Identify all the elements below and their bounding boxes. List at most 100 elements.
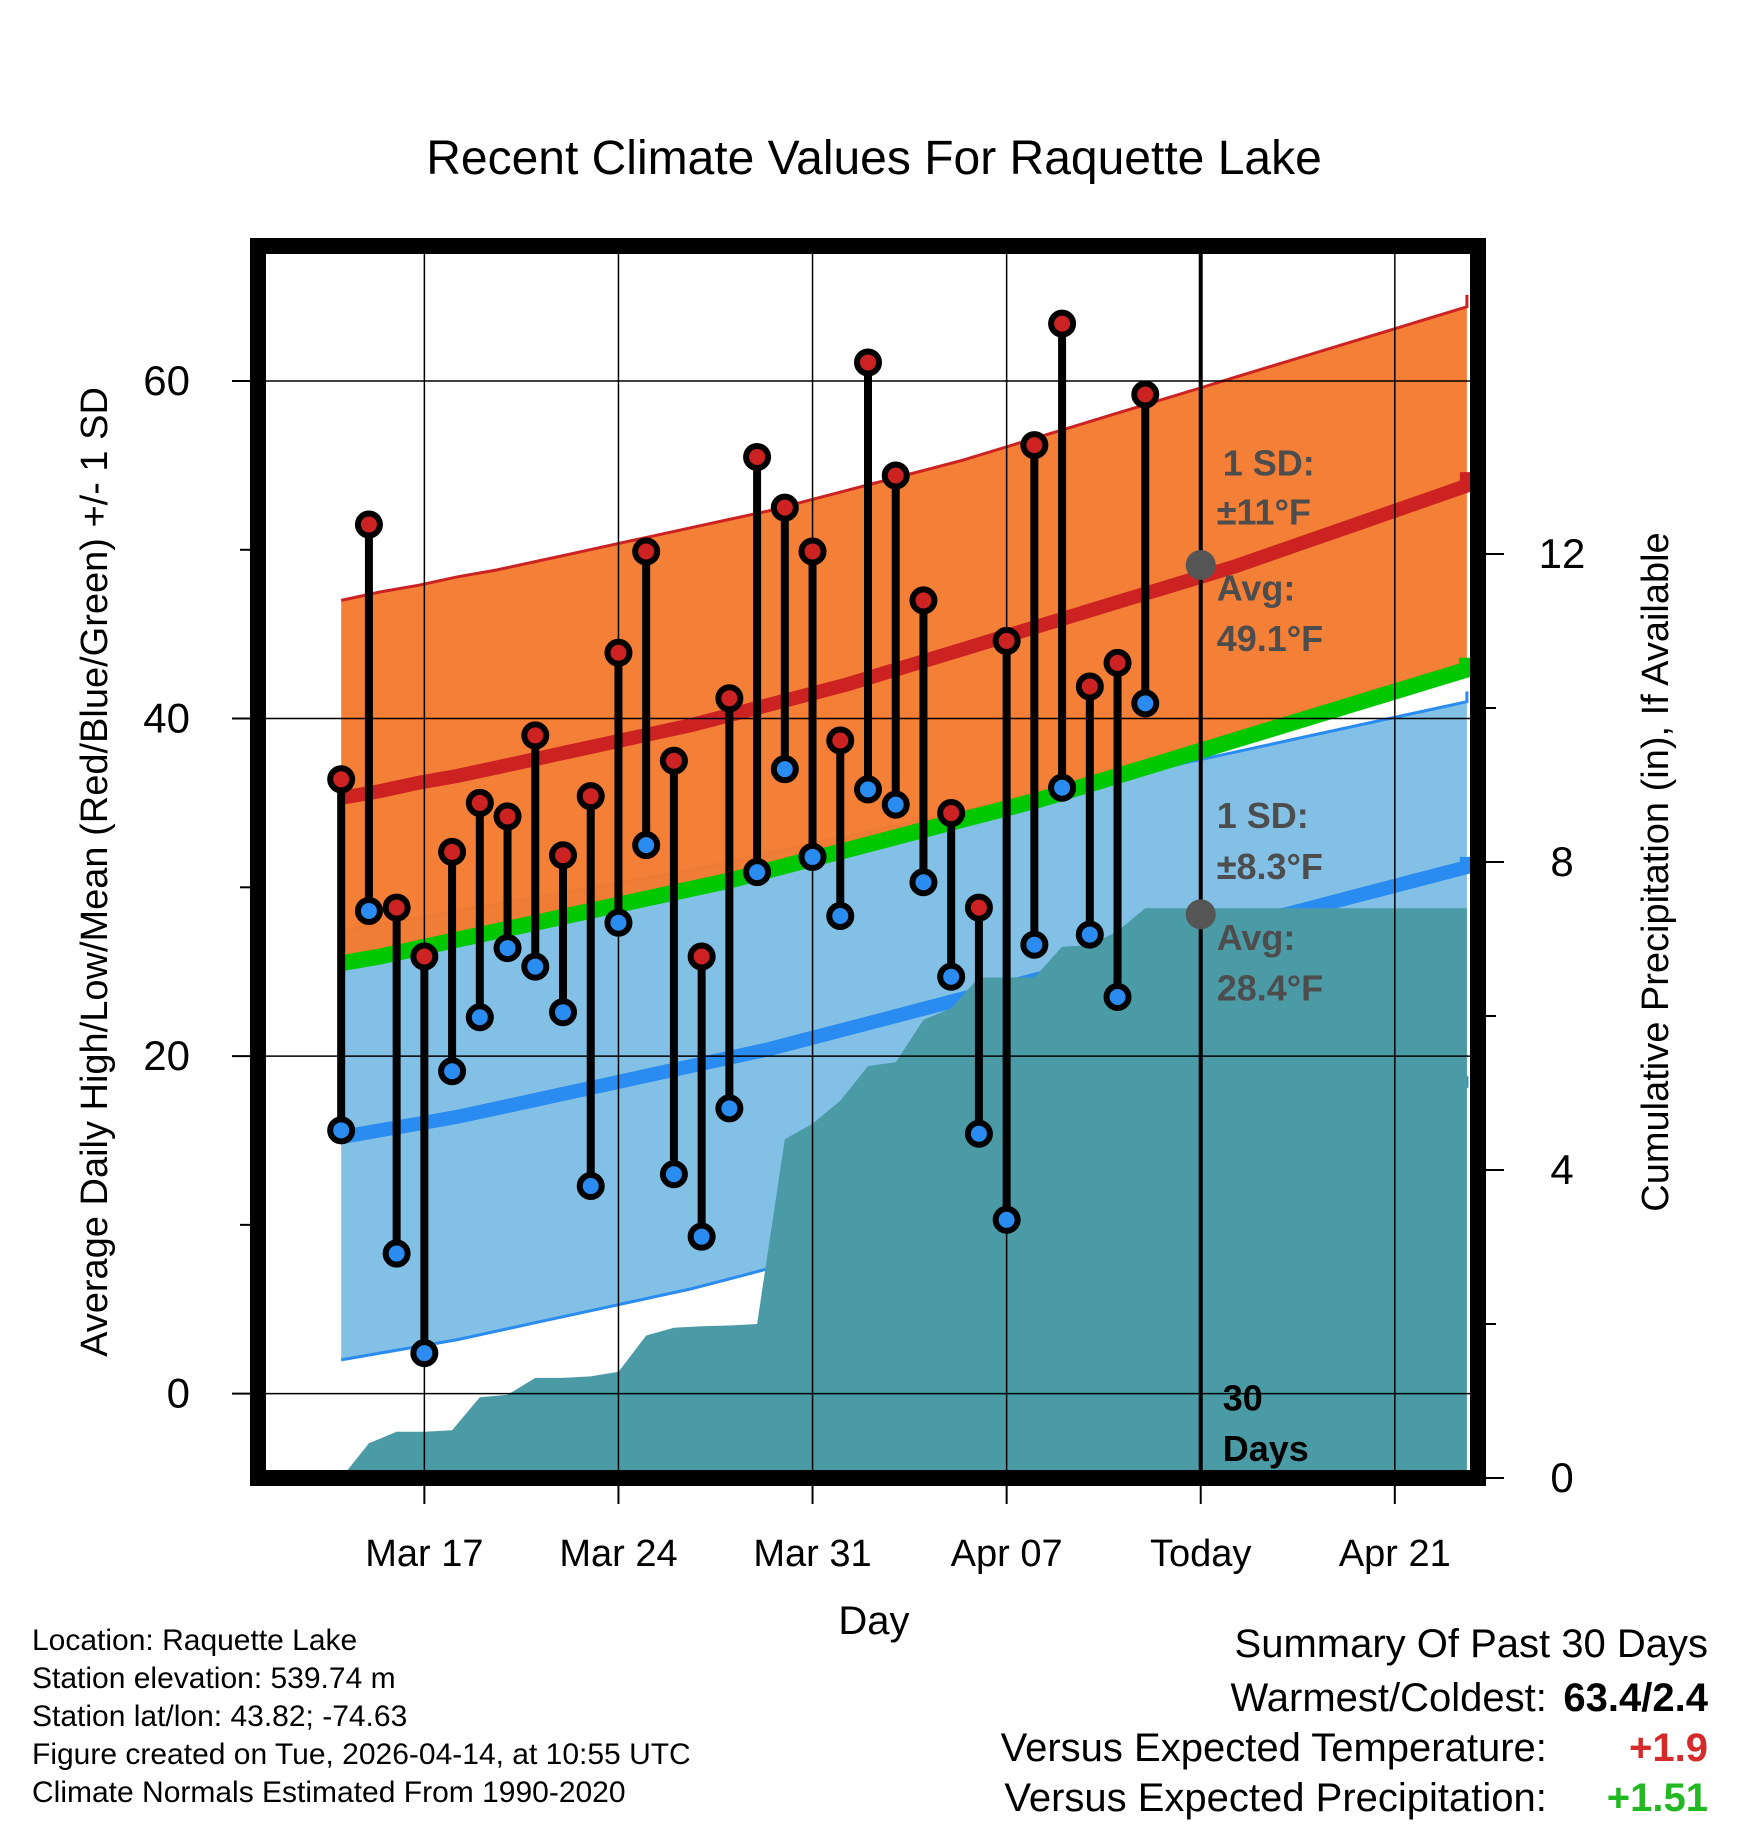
- daily-low-point: [549, 998, 577, 1027]
- daily-high-point: [549, 841, 577, 870]
- daily-high-point: [521, 721, 550, 750]
- daily-low-point: [438, 1057, 467, 1086]
- daily-low-point: [354, 896, 383, 925]
- daily-low-point: [964, 1119, 993, 1148]
- daily-high-point: [576, 782, 605, 811]
- x-tick-label: Mar 31: [753, 1533, 871, 1575]
- x-tick-label: Mar 24: [559, 1533, 677, 1575]
- daily-high-point: [354, 510, 383, 539]
- high-sd-upper-edge: [340, 294, 1469, 602]
- plot-area: 1 SD: ±11°F Avg: 49.1°F 1 SD: ±8.3°F Avg: 28.4°…: [143, 238, 1586, 1575]
- daily-low-point: [909, 868, 938, 897]
- daily-low-point: [1048, 773, 1077, 802]
- daily-high-point: [1020, 431, 1049, 460]
- high-sd-value: ±11°F: [1217, 491, 1311, 532]
- temp-value: +1.9: [1629, 1726, 1708, 1770]
- daily-low-point: [632, 831, 661, 860]
- daily-low-point: [937, 962, 966, 991]
- today-high-avg-marker: [1185, 549, 1216, 580]
- summary-temp: Versus Expected Temperature: +1.9: [1001, 1726, 1708, 1771]
- daily-low-point: [687, 1222, 716, 1251]
- high-avg-value: 49.1°F: [1217, 618, 1323, 659]
- high-sd-label: 1 SD:: [1223, 443, 1315, 484]
- daily-high-point: [438, 837, 467, 866]
- low-sd-label: 1 SD:: [1217, 795, 1309, 836]
- precip-value: +1.51: [1606, 1776, 1708, 1820]
- created-text: Figure created on Tue, 2026-04-14, at 10…: [32, 1738, 691, 1771]
- daily-low-point: [770, 755, 799, 784]
- daily-low-point: [576, 1172, 605, 1201]
- daily-low-point: [493, 934, 522, 963]
- y-tick-label-right: 0: [1550, 1454, 1573, 1501]
- y-axis-label-right: Cumulative Precipitation (in), If Availa…: [1635, 532, 1677, 1211]
- x-tick-label: Apr 21: [1339, 1533, 1451, 1575]
- daily-high-point: [964, 893, 993, 922]
- daily-high-point: [770, 493, 799, 522]
- x-tick-label: Today: [1150, 1533, 1251, 1575]
- station-info: Location: Raquette Lake Station elevatio…: [32, 1622, 691, 1812]
- high-sd-band: [341, 294, 1467, 965]
- daily-high-point: [465, 788, 494, 817]
- precip-label: Versus Expected Precipitation:: [1004, 1776, 1547, 1820]
- y-axis-label-left: Average Daily High/Low/Mean (Red/Blue/Gr…: [74, 387, 116, 1357]
- warmest-value: 63.4/2.4: [1563, 1676, 1708, 1720]
- daily-high-point: [1103, 648, 1132, 677]
- daily-low-point: [1020, 930, 1049, 959]
- daily-high-point: [604, 638, 633, 667]
- warmest-label: Warmest/Coldest:: [1230, 1676, 1547, 1720]
- daily-low-point: [881, 790, 910, 819]
- latlon-text: Station lat/lon: 43.82; -74.63: [32, 1700, 408, 1733]
- daily-high-point: [909, 586, 938, 615]
- elevation-text: Station elevation: 539.74 m: [32, 1662, 396, 1695]
- y-tick-label-left: 40: [143, 695, 190, 742]
- summary-warmest: Warmest/Coldest: 63.4/2.4: [1231, 1676, 1709, 1721]
- daily-low-point: [1075, 920, 1104, 949]
- cumulative-precip-area: [341, 908, 1467, 1478]
- daily-low-point: [826, 902, 855, 931]
- daily-low-point: [715, 1094, 744, 1123]
- y-tick-label-right: 4: [1550, 1146, 1573, 1193]
- daily-low-point: [659, 1160, 688, 1189]
- daily-high-point: [854, 348, 882, 377]
- daily-low-point: [465, 1003, 494, 1032]
- y-tick-label-right: 12: [1539, 530, 1586, 577]
- y-tick-label-left: 0: [167, 1370, 190, 1417]
- daily-low-point: [382, 1239, 411, 1268]
- daily-high-point: [937, 799, 966, 828]
- daily-low-point: [798, 842, 827, 871]
- normals-text: Climate Normals Estimated From 1990-2020: [32, 1776, 626, 1809]
- summary-title: Summary Of Past 30 Days: [1234, 1622, 1708, 1666]
- plot-frame: [250, 238, 1486, 1486]
- y-tick-label-left: 20: [143, 1032, 190, 1079]
- high-avg-label: Avg:: [1217, 567, 1296, 608]
- daily-low-point: [327, 1116, 356, 1145]
- location-text: Location: Raquette Lake: [32, 1624, 358, 1657]
- daily-high-point: [1048, 309, 1077, 338]
- daily-low-point: [992, 1205, 1021, 1234]
- daily-high-point: [327, 765, 356, 794]
- y-tick-label-right: 8: [1550, 838, 1573, 885]
- today-days-label-2: Days: [1223, 1428, 1309, 1469]
- low-avg-label: Avg:: [1217, 917, 1296, 958]
- daily-high-point: [382, 893, 411, 922]
- x-tick-label: Mar 17: [365, 1533, 483, 1575]
- daily-high-point: [992, 626, 1021, 655]
- summary-precip: Versus Expected Precipitation: +1.51: [1004, 1776, 1708, 1821]
- daily-high-point: [659, 746, 688, 775]
- daily-low-point: [604, 908, 633, 937]
- normal-low-line: [339, 856, 1474, 1144]
- daily-high-point: [881, 461, 910, 490]
- low-sd-band: [341, 691, 1467, 1360]
- daily-high-point: [743, 442, 772, 471]
- low-sd-value: ±8.3°F: [1217, 846, 1323, 887]
- plot-content: 1 SD: ±11°F Avg: 49.1°F 1 SD: ±8.3°F Avg: 28.4°…: [258, 246, 1478, 1478]
- daily-high-point: [632, 537, 661, 566]
- today-low-avg-marker: [1185, 899, 1216, 930]
- low-avg-value: 28.4°F: [1217, 967, 1323, 1008]
- daily-low-point: [410, 1339, 439, 1368]
- daily-high-point: [1075, 672, 1104, 701]
- daily-low-point: [854, 775, 882, 804]
- daily-low-point: [521, 952, 550, 981]
- daily-low-point: [1131, 689, 1160, 718]
